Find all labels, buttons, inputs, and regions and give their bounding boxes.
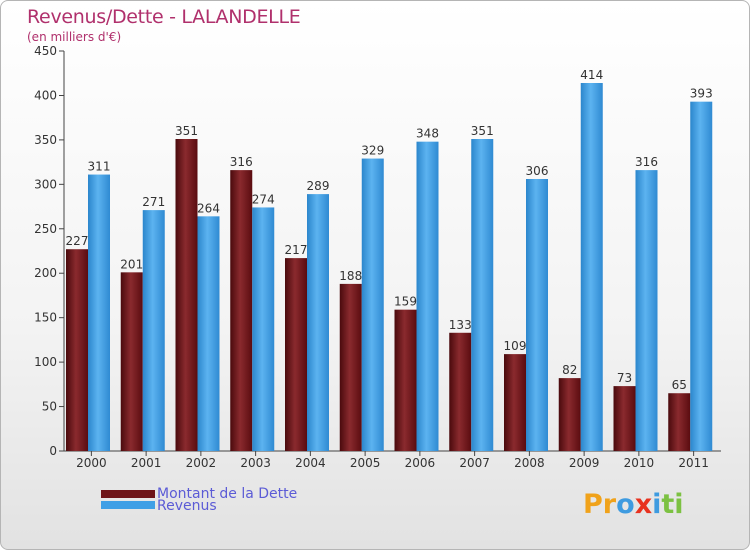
x-tick-label: 2005 xyxy=(350,456,381,470)
x-tick-label: 2008 xyxy=(514,456,545,470)
bar-dette xyxy=(449,332,472,451)
chart-title: Revenus/Dette - LALANDELLE xyxy=(27,6,301,28)
bar-revenus xyxy=(416,141,439,451)
bar-dette xyxy=(120,272,143,451)
data-label-dette: 133 xyxy=(449,318,472,332)
x-tick-label: 2006 xyxy=(405,456,436,470)
bar-revenus xyxy=(252,207,275,451)
x-tick-label: 2004 xyxy=(295,456,326,470)
x-tick-label: 2003 xyxy=(240,456,271,470)
bar-dette xyxy=(558,378,581,451)
x-tick-label: 2010 xyxy=(624,456,655,470)
y-tick-label: 400 xyxy=(34,88,57,102)
y-tick-label: 350 xyxy=(34,133,57,147)
data-label-dette: 201 xyxy=(120,257,143,271)
x-tick-label: 2002 xyxy=(186,456,217,470)
bar-dette xyxy=(66,249,88,451)
data-label-revenus: 348 xyxy=(416,127,439,141)
data-label-dette: 82 xyxy=(562,363,577,377)
bar-revenus xyxy=(307,194,329,451)
data-label-dette: 65 xyxy=(672,378,687,392)
data-label-revenus: 316 xyxy=(635,155,658,169)
proxiti-logo: Proxiti xyxy=(583,489,684,520)
logo-letter: x xyxy=(634,489,653,520)
data-label-dette: 316 xyxy=(230,155,253,169)
bar-dette xyxy=(394,309,417,451)
bar-revenus xyxy=(197,216,220,451)
y-tick-label: 250 xyxy=(34,222,57,236)
bar-dette xyxy=(613,386,636,451)
y-tick-label: 100 xyxy=(34,355,57,369)
logo-letter: t xyxy=(661,489,675,520)
y-tick-label: 450 xyxy=(34,44,57,58)
bar-dette xyxy=(504,354,526,451)
data-label-dette: 109 xyxy=(504,339,527,353)
bar-dette xyxy=(339,283,362,451)
legend-swatch-dette xyxy=(101,490,155,498)
bar-revenus xyxy=(580,83,603,451)
data-label-revenus: 274 xyxy=(252,192,275,206)
y-tick-label: 0 xyxy=(49,444,57,458)
data-label-dette: 73 xyxy=(617,371,632,385)
data-label-revenus: 393 xyxy=(690,87,713,101)
legend-label-revenus: Revenus xyxy=(157,498,217,514)
data-label-revenus: 351 xyxy=(471,124,494,138)
legend-swatch-revenus xyxy=(101,501,155,509)
logo-letter: i xyxy=(674,489,684,520)
logo-letter: P xyxy=(583,489,603,520)
x-tick-label: 2011 xyxy=(678,456,709,470)
y-tick-label: 150 xyxy=(34,311,57,325)
data-label-dette: 217 xyxy=(285,243,308,257)
bar-revenus xyxy=(635,170,658,451)
y-tick-label: 50 xyxy=(42,400,57,414)
chart-subtitle: (en milliers d'€) xyxy=(27,30,122,44)
data-label-revenus: 289 xyxy=(307,179,330,193)
data-label-revenus: 311 xyxy=(88,160,111,174)
data-label-dette: 159 xyxy=(394,295,417,309)
logo-letter: r xyxy=(602,489,617,520)
bar-dette xyxy=(230,170,253,451)
y-tick-label: 300 xyxy=(34,177,57,191)
bar-revenus xyxy=(690,101,713,452)
data-label-revenus: 264 xyxy=(197,201,220,215)
logo-letter: i xyxy=(652,489,662,520)
bar-revenus xyxy=(471,139,494,451)
data-label-revenus: 414 xyxy=(580,68,603,82)
bar-dette xyxy=(175,139,198,451)
data-label-revenus: 271 xyxy=(142,195,165,209)
data-label-dette: 227 xyxy=(66,234,89,248)
x-tick-label: 2000 xyxy=(76,456,107,470)
bar-dette xyxy=(668,393,691,451)
bar-revenus xyxy=(142,210,165,451)
logo-letter: o xyxy=(616,489,635,520)
data-label-revenus: 329 xyxy=(361,144,384,158)
bar-revenus xyxy=(361,158,384,452)
y-tick-label: 200 xyxy=(34,266,57,280)
x-tick-label: 2007 xyxy=(459,456,490,470)
data-label-dette: 188 xyxy=(339,269,362,283)
data-label-revenus: 306 xyxy=(526,164,549,178)
x-tick-label: 2001 xyxy=(131,456,162,470)
bar-revenus xyxy=(526,179,548,451)
legend-label-dette: Montant de la Dette xyxy=(157,486,298,502)
bar-revenus xyxy=(88,174,110,452)
data-label-dette: 351 xyxy=(175,124,198,138)
x-tick-label: 2009 xyxy=(569,456,600,470)
bar-dette xyxy=(285,258,307,451)
